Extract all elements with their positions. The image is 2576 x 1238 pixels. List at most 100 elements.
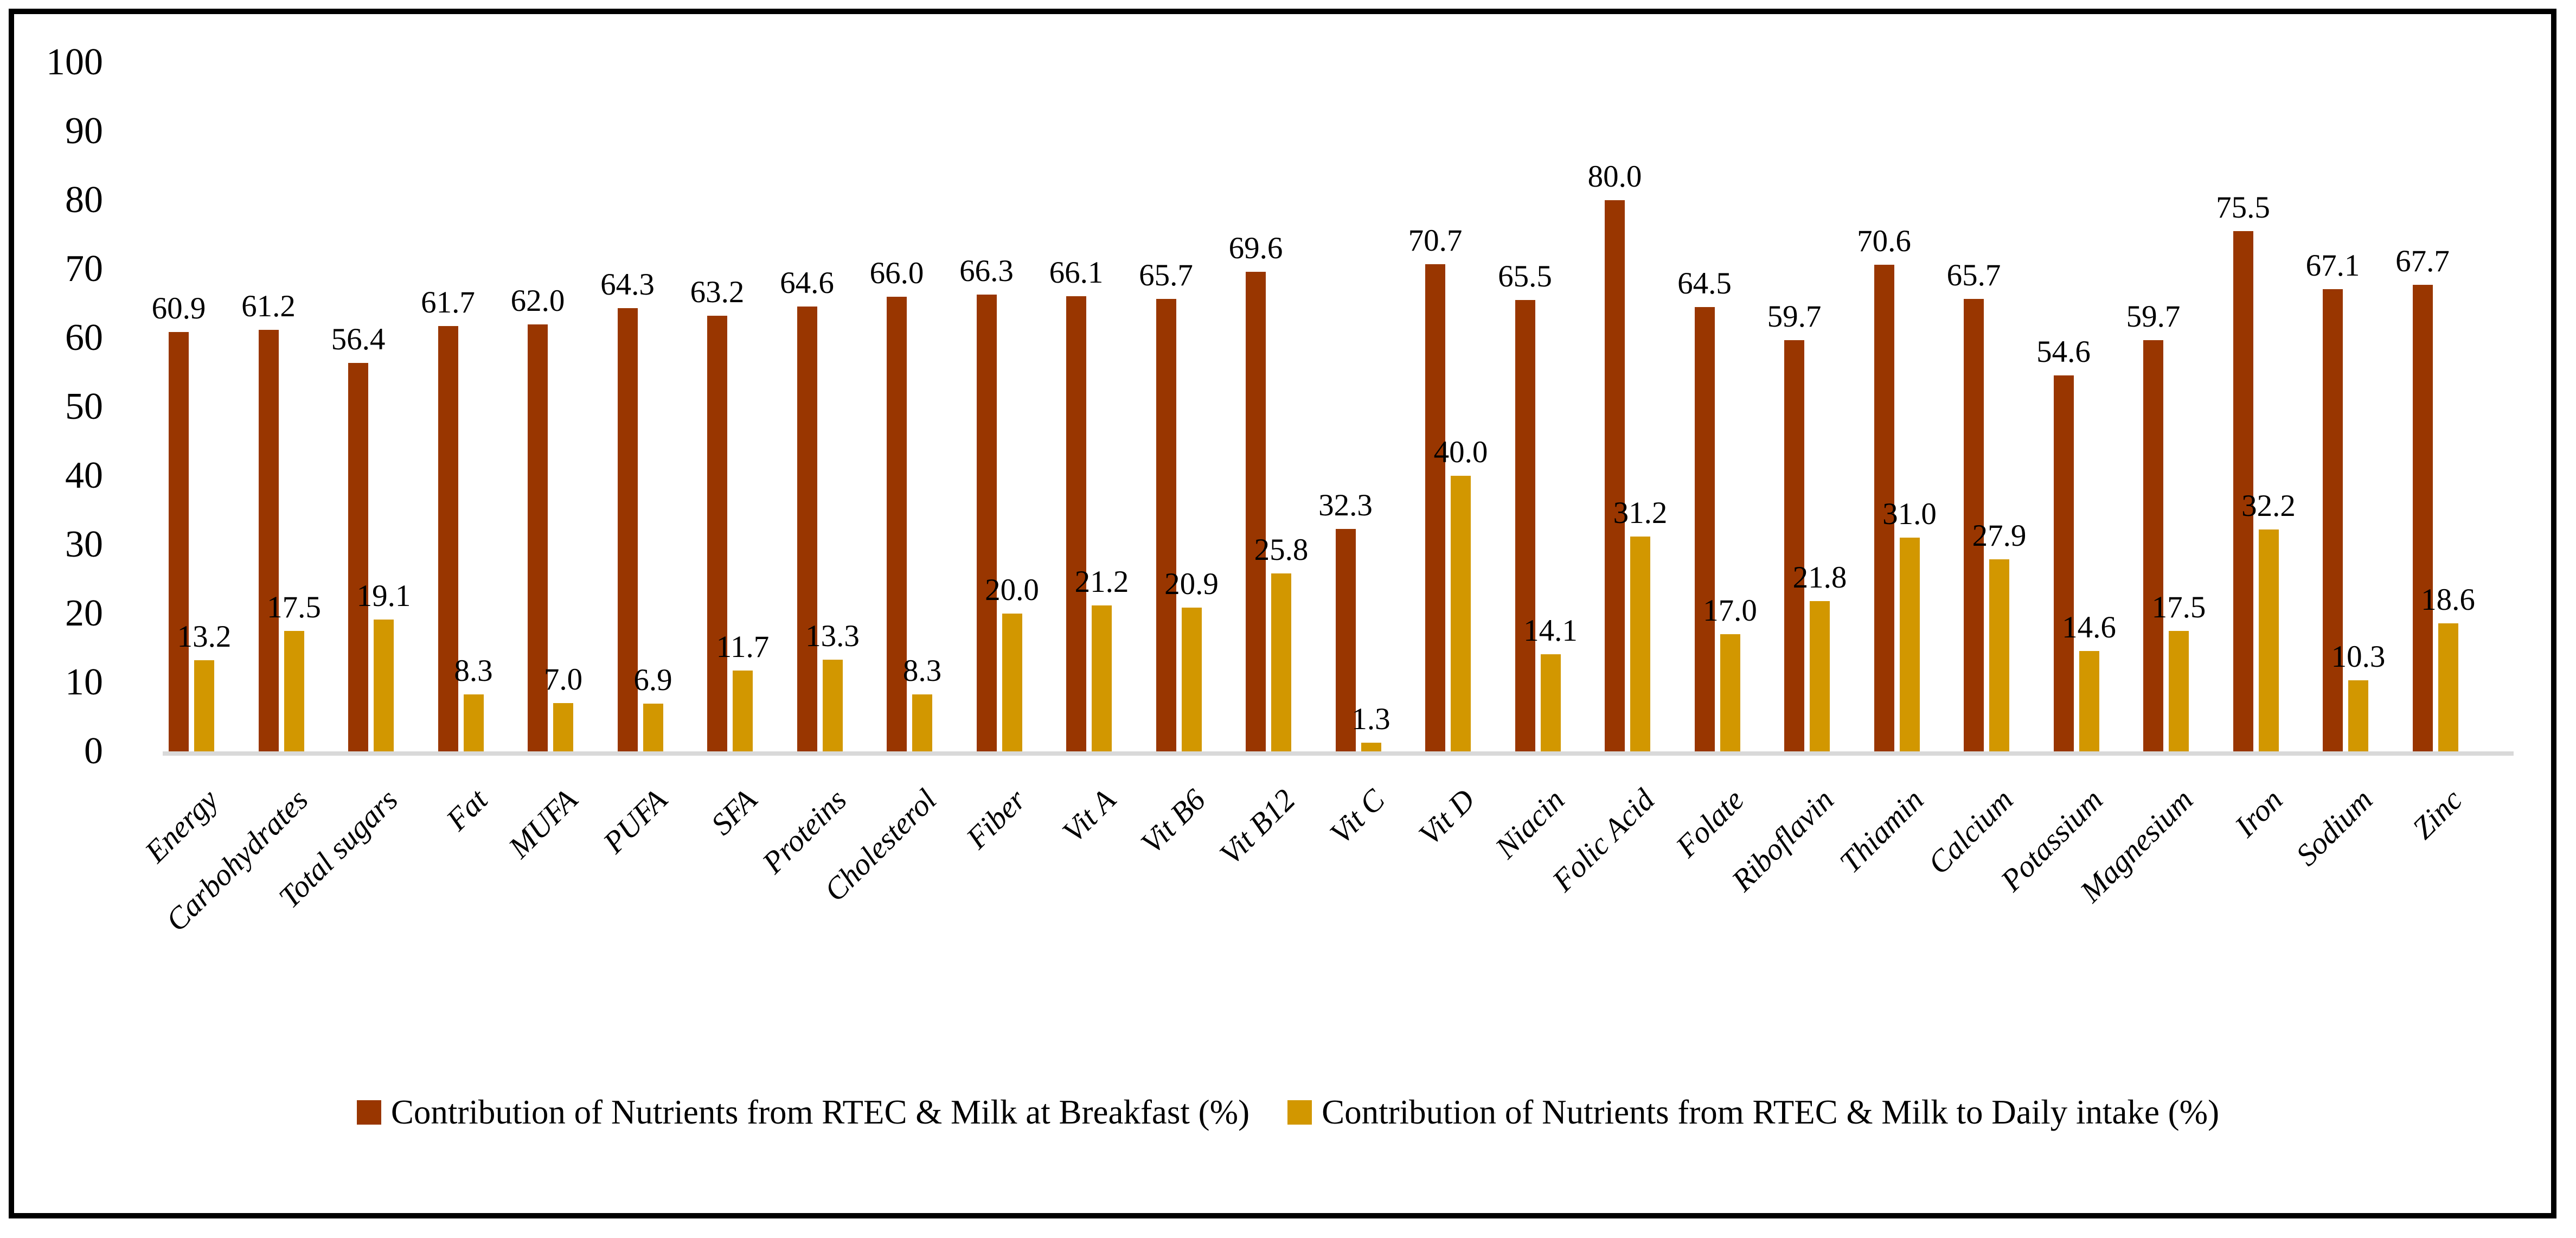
value-label-breakfast: 69.6 [1228, 231, 1283, 266]
value-label-daily: 19.1 [356, 579, 411, 614]
legend-swatch-breakfast [356, 1100, 381, 1125]
bar-breakfast-sodium [2323, 289, 2343, 751]
bar-daily-carbohydrates [284, 630, 304, 751]
bar-breakfast-proteins [797, 306, 817, 751]
value-label-daily: 20.9 [1164, 566, 1219, 601]
value-label-daily: 20.0 [985, 573, 1039, 607]
value-label-breakfast: 64.6 [780, 265, 834, 300]
value-label-breakfast: 64.5 [1677, 266, 1732, 301]
bar-breakfast-riboflavin [1784, 340, 1804, 751]
value-label-daily: 18.6 [2421, 582, 2475, 617]
bar-breakfast-potassium [2053, 375, 2074, 751]
legend-label-breakfast: Contribution of Nutrients from RTEC & Mi… [390, 1093, 1250, 1131]
value-label-daily: 17.0 [1703, 594, 1757, 628]
value-label-breakfast: 65.7 [1139, 258, 1193, 292]
value-label-breakfast: 75.5 [2216, 190, 2270, 225]
bar-daily-vit-c [1361, 742, 1381, 751]
bar-breakfast-iron [2233, 231, 2253, 751]
bar-daily-sodium [2348, 680, 2368, 751]
bar-daily-pufa [643, 704, 663, 751]
bar-daily-sfa [733, 671, 753, 751]
value-label-breakfast: 66.3 [959, 254, 1014, 288]
y-axis-tick-label: 10 [65, 661, 103, 703]
value-label-daily: 7.0 [543, 662, 583, 697]
bar-daily-niacin [1540, 654, 1561, 751]
value-label-daily: 8.3 [454, 653, 493, 688]
bar-daily-fiber [1002, 614, 1022, 751]
y-axis-tick-label: 90 [65, 110, 103, 152]
legend-item-breakfast: Contribution of Nutrients from RTEC & Mi… [356, 1093, 1250, 1131]
bar-breakfast-magnesium [2143, 340, 2163, 751]
plot-area: 60.9 13.2 61.2 17.5 56.4 19.1 61.7 8.3 62.0 7.0 64… [152, 62, 2516, 756]
bar-breakfast-cholesterol [887, 296, 907, 751]
value-label-breakfast: 54.6 [2036, 334, 2091, 369]
value-label-daily: 1.3 [1351, 701, 1390, 736]
bar-daily-potassium [2079, 650, 2099, 751]
bar-breakfast-niacin [1515, 300, 1535, 751]
value-label-daily: 31.2 [1613, 495, 1668, 530]
bar-breakfast-zinc [2412, 285, 2433, 751]
bar-daily-folate [1720, 634, 1740, 751]
bar-breakfast-sfa [707, 316, 727, 751]
bar-breakfast-fiber [976, 295, 997, 751]
value-label-breakfast: 56.4 [331, 322, 386, 356]
value-label-daily: 31.0 [1882, 497, 1937, 532]
bar-daily-vit-d [1451, 476, 1471, 751]
bar-daily-cholesterol [912, 694, 932, 751]
value-label-daily: 25.8 [1254, 533, 1309, 567]
bar-daily-zinc [2438, 623, 2458, 751]
value-label-daily: 14.6 [2062, 610, 2116, 644]
y-axis-tick-label: 80 [65, 179, 103, 221]
bar-breakfast-carbohydrates [258, 329, 279, 751]
value-label-daily: 13.2 [177, 620, 232, 654]
legend-label-daily: Contribution of Nutrients from RTEC & Mi… [1322, 1093, 2220, 1131]
value-label-daily: 27.9 [1972, 518, 2027, 553]
value-label-breakfast: 66.1 [1049, 255, 1104, 290]
value-label-daily: 11.7 [716, 630, 770, 665]
value-label-daily: 21.2 [1074, 564, 1129, 599]
bar-breakfast-vit-c [1335, 528, 1356, 751]
value-label-breakfast: 67.7 [2395, 244, 2450, 279]
value-label-breakfast: 63.2 [690, 275, 745, 310]
bar-daily-vit-a [1092, 605, 1112, 751]
bar-breakfast-calcium [1964, 298, 1984, 751]
y-axis-tick-label: 100 [46, 41, 103, 83]
value-label-breakfast: 64.3 [600, 267, 655, 302]
value-label-breakfast: 62.0 [510, 283, 565, 318]
bar-breakfast-folic-acid [1605, 200, 1625, 751]
value-label-breakfast: 67.1 [2305, 248, 2360, 283]
y-axis-tick-label: 40 [65, 455, 103, 496]
y-axis-tick-label: 60 [65, 317, 103, 359]
value-label-breakfast: 70.6 [1857, 224, 1911, 259]
value-label-daily: 14.1 [1523, 613, 1578, 648]
bar-daily-iron [2258, 529, 2279, 751]
bar-breakfast-energy [169, 331, 189, 751]
value-label-breakfast: 60.9 [151, 291, 206, 326]
bar-daily-folic-acid [1630, 536, 1650, 751]
bar-breakfast-pufa [617, 308, 638, 751]
y-axis-tick-label: 0 [84, 730, 103, 772]
bar-daily-thiamin [1899, 538, 1920, 751]
value-label-daily: 17.5 [2151, 590, 2206, 624]
bar-breakfast-fat [438, 326, 458, 751]
value-label-breakfast: 80.0 [1587, 159, 1642, 194]
bar-daily-proteins [822, 660, 843, 751]
value-label-breakfast: 65.5 [1498, 259, 1552, 294]
bar-daily-calcium [1989, 559, 2009, 751]
bar-daily-vit-b12 [1271, 573, 1291, 751]
value-label-breakfast: 59.7 [2126, 299, 2181, 334]
value-label-breakfast: 61.7 [421, 285, 475, 320]
value-label-breakfast: 59.7 [1767, 299, 1822, 334]
bar-daily-magnesium [2169, 630, 2189, 751]
bar-breakfast-total-sugars [348, 362, 368, 751]
bar-daily-fat [463, 694, 484, 751]
value-label-breakfast: 65.7 [1946, 258, 2001, 292]
bar-daily-total-sugars [374, 620, 394, 751]
bar-daily-mufa [553, 703, 573, 751]
value-label-daily: 40.0 [1433, 435, 1488, 469]
value-label-daily: 13.3 [805, 619, 860, 654]
value-label-breakfast: 32.3 [1318, 488, 1373, 522]
bar-breakfast-vit-a [1066, 296, 1086, 751]
y-axis-tick-label: 50 [65, 386, 103, 427]
value-label-daily: 21.8 [1792, 560, 1847, 595]
